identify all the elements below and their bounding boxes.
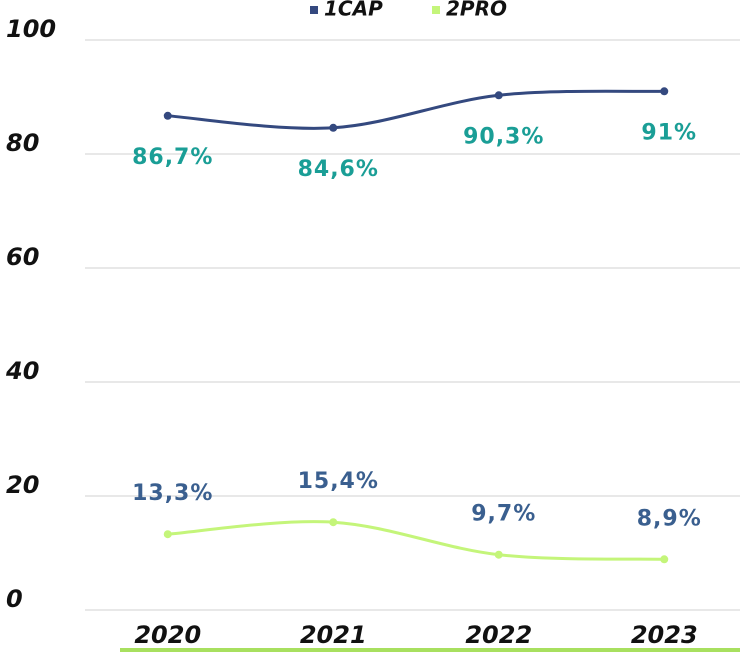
x-tick-label: 2023: [631, 621, 698, 649]
point: [660, 87, 669, 96]
series-line: [167, 520, 665, 561]
legend-swatch: [310, 6, 318, 14]
y-tick-label: 60: [6, 243, 39, 271]
point: [494, 550, 503, 559]
legend-label: 2PRO: [446, 0, 507, 21]
y-tick-label: 40: [5, 357, 39, 385]
x-tick-label: 2020: [134, 621, 201, 649]
value-label: 86,7%: [132, 145, 213, 170]
value-label: 13,3%: [132, 481, 213, 506]
value-label: 90,3%: [463, 124, 544, 149]
legend-label: 1CAP: [324, 0, 383, 21]
y-tick-label: 20: [6, 471, 39, 499]
value-label: 8,9%: [637, 506, 702, 531]
y-tick-label: 0: [6, 585, 23, 613]
point: [329, 123, 338, 132]
point: [329, 518, 338, 527]
point: [163, 530, 172, 539]
y-tick-label: 80: [6, 129, 39, 157]
legend-swatch: [432, 6, 440, 14]
x-tick-label: 2021: [300, 621, 367, 649]
value-label: 15,4%: [298, 469, 379, 494]
point: [163, 111, 172, 120]
point: [660, 555, 669, 564]
x-tick-label: 2022: [465, 621, 532, 649]
value-label: 91%: [641, 120, 697, 145]
y-tick-label: 100: [6, 15, 56, 43]
point: [494, 91, 503, 100]
value-label: 84,6%: [298, 157, 379, 182]
series-line: [167, 89, 665, 130]
value-label: 9,7%: [471, 502, 536, 527]
